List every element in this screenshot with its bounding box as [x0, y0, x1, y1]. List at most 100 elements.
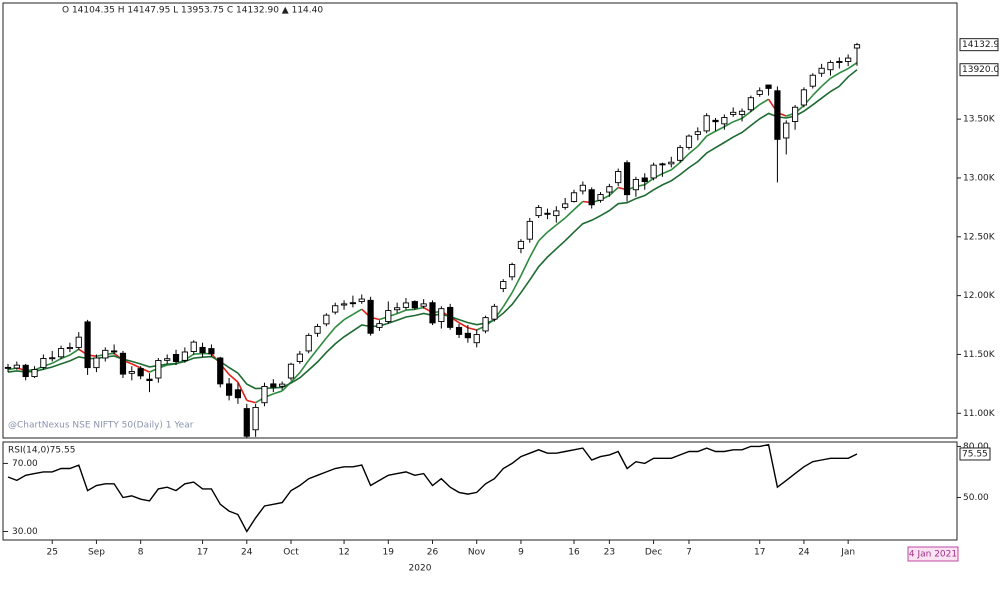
date-label: 4 Jan 2021: [909, 550, 957, 560]
rsi-panel: [2, 441, 958, 541]
candle-body: [181, 351, 188, 361]
ema-segment: [697, 135, 708, 147]
ema-segment: [529, 240, 540, 258]
ema-segment: [467, 326, 477, 331]
ema-segment: [502, 292, 513, 308]
candle-body: [119, 352, 127, 375]
rsi-tag-label: 75.55: [962, 449, 988, 459]
candle-body: [4, 366, 12, 369]
candle-body: [340, 303, 348, 306]
candle-body: [853, 44, 861, 49]
x-tick-label: Sep: [88, 548, 105, 558]
candle-body: [49, 357, 56, 360]
candle-body: [738, 110, 746, 115]
candle-body: [190, 341, 197, 352]
candle-body: [623, 162, 631, 196]
x-tick-label: 7: [686, 548, 692, 558]
x-axis-label: 2020: [409, 564, 432, 574]
ema-segment: [290, 372, 301, 383]
candle-body: [22, 364, 29, 378]
candle-body: [756, 90, 763, 95]
candle-body: [765, 84, 772, 89]
candle-body: [791, 106, 799, 122]
candle-body: [703, 115, 710, 132]
ema-segment: [662, 169, 672, 175]
candle-body: [659, 163, 666, 166]
candle-body: [553, 210, 560, 217]
candle-body: [535, 207, 542, 217]
ema-segment: [69, 348, 80, 356]
candle-body: [438, 308, 445, 322]
x-tick-label: Oct: [283, 548, 299, 558]
ema-segment: [246, 399, 256, 404]
y-tick-label: 11.00K: [963, 409, 996, 419]
price-tag: [959, 38, 999, 52]
candle-body: [279, 383, 286, 387]
price-panel: [2, 2, 958, 439]
candle-body: [606, 186, 613, 193]
candle-body: [217, 357, 224, 385]
price-tag-label: 14132.9: [962, 40, 999, 50]
candle-body: [199, 346, 206, 354]
candle-body: [305, 334, 312, 352]
rsi-y-tick-label: 80.00: [963, 442, 989, 452]
ema-segment: [316, 337, 328, 350]
ema-segment: [847, 61, 858, 70]
candle-body: [677, 147, 684, 161]
ema-segment: [812, 85, 823, 96]
price-tag: [959, 63, 999, 77]
candle-body: [296, 353, 303, 362]
ema-segment: [511, 275, 522, 294]
ema-segment: [228, 373, 239, 383]
x-tick-label: Nov: [468, 548, 486, 558]
rsi-tag: [959, 447, 991, 461]
candle-body: [650, 164, 657, 179]
ema-segment: [131, 363, 141, 369]
ema-segment: [334, 319, 345, 329]
rsi-y-tick-label: 50.00: [963, 493, 989, 503]
candle-body: [685, 135, 693, 148]
ema-segment: [343, 313, 354, 321]
ema-segment: [414, 306, 424, 311]
x-tick-label: Dec: [645, 548, 662, 558]
price-tag-label: 13920.0: [962, 65, 999, 75]
ema-segment: [352, 308, 363, 316]
candle-body: [323, 314, 330, 325]
ema-segment: [750, 103, 761, 113]
x-tick-label: 19: [383, 548, 395, 558]
candle-body: [270, 383, 277, 388]
ema-segment: [60, 354, 71, 360]
ema-segment: [838, 67, 849, 74]
candle-body: [464, 332, 471, 339]
watermark: @ChartNexus NSE NIFTY 50(Daily) 1 Year: [8, 421, 194, 431]
candle-body: [243, 408, 250, 437]
ema-segment: [396, 309, 407, 315]
ema-segment: [741, 110, 752, 119]
candle-body: [694, 131, 701, 135]
ema-segment: [821, 77, 832, 87]
candle-body: [562, 203, 569, 208]
candle-body: [225, 383, 233, 396]
candle-body: [836, 61, 843, 63]
y-tick-label: 13.00K: [963, 173, 996, 183]
candle-body: [491, 305, 498, 320]
x-tick-label: 16: [568, 548, 580, 558]
y-tick-label: 13.50K: [963, 115, 996, 125]
candle-body: [208, 348, 215, 355]
candle-body: [526, 220, 533, 240]
ema-segment: [273, 390, 283, 395]
rsi-level-label: 70.00: [12, 459, 38, 469]
candle-body: [349, 302, 357, 305]
rsi-title: RSI(14,0)75.55: [8, 446, 75, 456]
candle-body: [172, 354, 180, 362]
ema-segment: [51, 357, 62, 364]
rsi-line: [7, 443, 858, 533]
candle-body: [517, 240, 525, 250]
date-box: [907, 546, 959, 562]
ema-segment: [573, 200, 584, 211]
ema-segment: [706, 130, 716, 137]
candle-body: [57, 348, 65, 358]
candle-body: [93, 357, 100, 369]
